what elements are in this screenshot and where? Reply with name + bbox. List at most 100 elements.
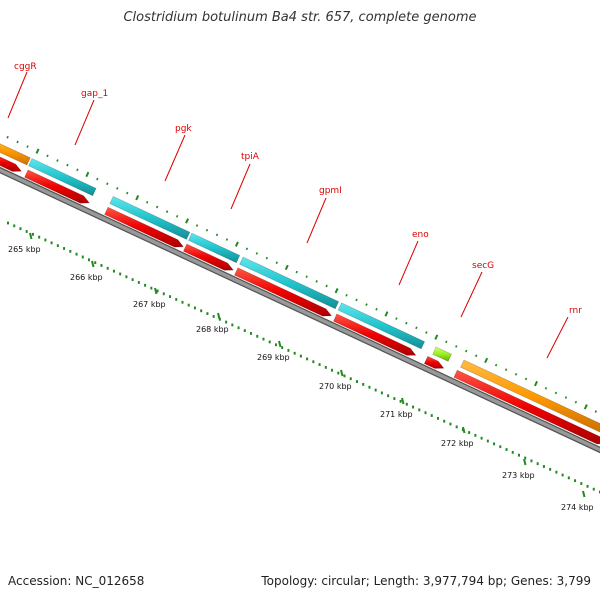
scale-dot bbox=[380, 391, 383, 395]
position-label: 273 kbp bbox=[502, 471, 535, 480]
gene-leader-line bbox=[398, 240, 419, 286]
gene-label-rnr: rnr bbox=[569, 306, 582, 316]
scale-major-tick bbox=[154, 287, 158, 295]
scale-dot bbox=[331, 368, 334, 372]
outer-minor-tick bbox=[116, 187, 119, 190]
cds-bar-tpiA bbox=[182, 243, 234, 271]
accession-text: Accession: NC_012658 bbox=[8, 574, 145, 588]
outer-minor-tick bbox=[325, 284, 328, 288]
scale-dot bbox=[44, 238, 47, 242]
scale-major-tick bbox=[582, 490, 586, 498]
scale-dot bbox=[125, 275, 128, 279]
scale-dot bbox=[405, 402, 408, 406]
outer-minor-tick bbox=[56, 159, 59, 162]
outer-minor-tick bbox=[106, 182, 109, 186]
scale-dot bbox=[343, 374, 346, 378]
scale-dot bbox=[486, 439, 489, 443]
outer-minor-tick bbox=[375, 307, 378, 311]
scale-dot bbox=[293, 351, 296, 355]
gene-leader-line bbox=[164, 134, 186, 182]
scale-major-tick bbox=[462, 426, 466, 434]
gene-leader-line bbox=[7, 71, 28, 119]
scale-dot bbox=[206, 312, 209, 316]
outer-minor-tick bbox=[455, 345, 458, 348]
scale-dot bbox=[112, 269, 115, 273]
scale-dot bbox=[517, 453, 520, 457]
scale-dot bbox=[106, 266, 109, 270]
outer-minor-tick bbox=[494, 363, 498, 367]
outer-minor-tick bbox=[245, 247, 249, 251]
scale-dot bbox=[94, 261, 97, 265]
scale-dot bbox=[399, 399, 402, 403]
cds-bar-gpmI bbox=[234, 267, 333, 317]
outer-minor-tick bbox=[355, 298, 358, 302]
gene-leader-line bbox=[306, 197, 327, 244]
scale-dot bbox=[287, 349, 290, 352]
outer-minor-tick bbox=[524, 377, 528, 381]
scale-dot bbox=[393, 397, 396, 400]
position-label: 270 kbp bbox=[319, 382, 352, 391]
scale-dot bbox=[56, 244, 59, 248]
outer-minor-tick bbox=[574, 400, 578, 404]
outer-minor-tick bbox=[76, 168, 79, 172]
gene-bar-eno bbox=[337, 302, 425, 350]
scale-dot bbox=[542, 465, 545, 468]
scale-dot bbox=[312, 360, 315, 364]
position-label: 271 kbp bbox=[380, 410, 413, 419]
scale-dot bbox=[468, 431, 471, 434]
outer-minor-tick bbox=[195, 224, 199, 227]
outer-minor-tick bbox=[295, 270, 298, 274]
scale-dot bbox=[355, 380, 358, 383]
scale-major-tick bbox=[340, 369, 344, 377]
scale-dot bbox=[424, 411, 427, 415]
outer-minor-tick bbox=[554, 391, 558, 395]
gene-label-cggR: cggR bbox=[14, 62, 37, 72]
scale-dot bbox=[156, 289, 159, 293]
scale-major-tick bbox=[523, 458, 527, 466]
cds-bar-pgk bbox=[104, 206, 185, 248]
scale-dot bbox=[175, 298, 178, 301]
scale-major-tick bbox=[278, 340, 282, 348]
scale-dot bbox=[324, 366, 327, 369]
scale-dot bbox=[474, 433, 477, 437]
outer-major-tick bbox=[85, 171, 90, 178]
cds-bar-cggR bbox=[0, 156, 23, 172]
outer-major-tick bbox=[284, 264, 289, 271]
scale-dot bbox=[281, 346, 284, 349]
gene-bar-tpiA bbox=[188, 232, 241, 264]
scale-dot bbox=[162, 292, 165, 296]
scale-dot bbox=[493, 442, 496, 446]
scale-dot bbox=[505, 448, 508, 451]
gene-leader-line bbox=[546, 316, 569, 359]
feature-layer bbox=[0, 143, 600, 445]
position-label: 267 kbp bbox=[133, 300, 166, 309]
scale-dot bbox=[549, 467, 552, 471]
scale-dot bbox=[499, 445, 502, 449]
position-label: 272 kbp bbox=[441, 439, 474, 448]
scale-dot bbox=[368, 385, 371, 389]
scale-dot bbox=[574, 479, 577, 483]
outer-major-tick bbox=[185, 218, 190, 224]
outer-minor-tick bbox=[345, 293, 348, 297]
scale-dot bbox=[443, 419, 446, 423]
scale-dot bbox=[144, 283, 147, 287]
position-label: 265 kbp bbox=[8, 245, 41, 254]
gene-bar-gap-1 bbox=[28, 158, 97, 197]
outer-minor-tick bbox=[425, 331, 428, 334]
outer-major-tick bbox=[583, 404, 588, 410]
cds-bar-rnr bbox=[453, 369, 600, 445]
scale-dot bbox=[69, 249, 72, 253]
outer-minor-tick bbox=[474, 354, 478, 358]
outer-minor-tick bbox=[66, 163, 69, 167]
position-label: 266 kbp bbox=[70, 273, 103, 282]
outer-minor-tick bbox=[445, 340, 448, 344]
scale-dot bbox=[7, 221, 9, 225]
outer-minor-tick bbox=[415, 326, 418, 330]
outer-major-tick bbox=[534, 380, 538, 387]
cds-bar-secG bbox=[423, 355, 445, 369]
outer-minor-tick bbox=[155, 205, 159, 209]
gene-leader-line bbox=[74, 99, 95, 146]
scale-dot bbox=[349, 377, 352, 381]
scale-dot bbox=[137, 281, 140, 284]
scale-dot bbox=[131, 278, 134, 282]
